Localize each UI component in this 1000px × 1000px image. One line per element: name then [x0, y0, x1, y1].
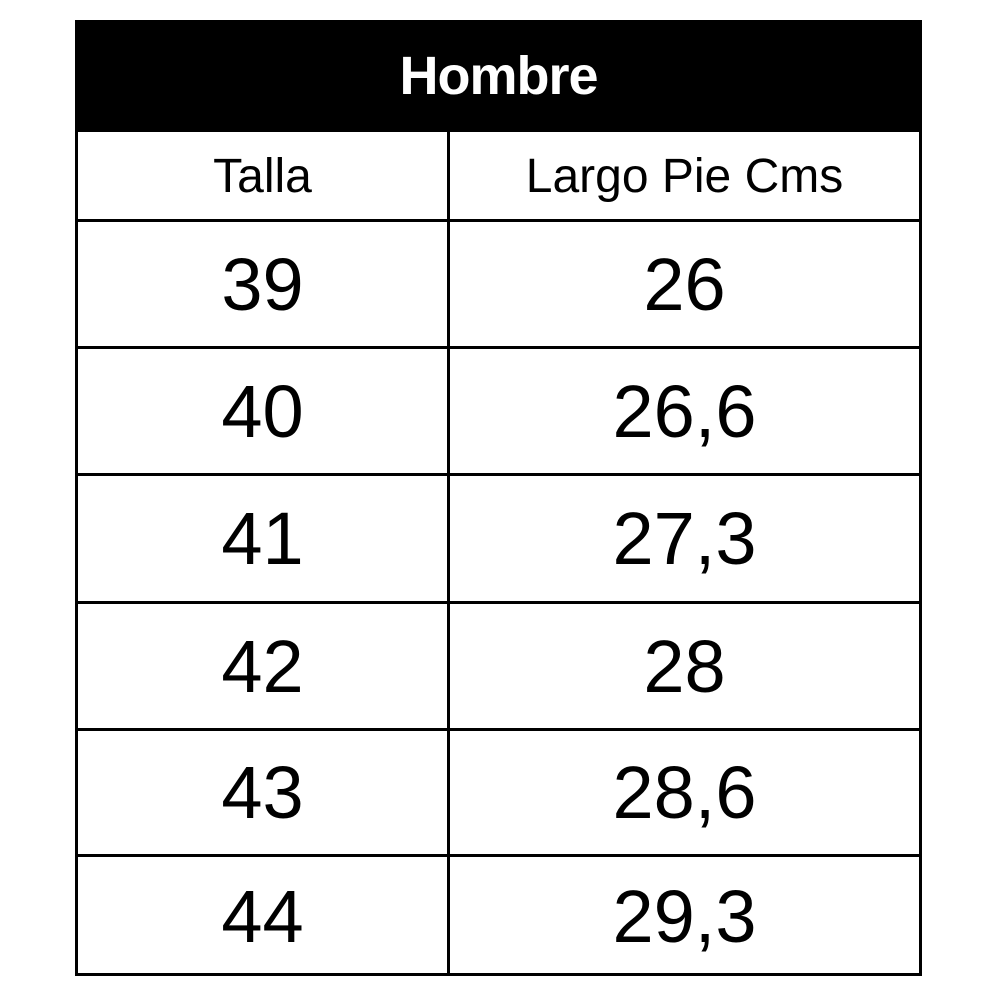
talla-cell: 39: [78, 222, 450, 346]
talla-cell: 40: [78, 349, 450, 473]
table-title: Hombre: [78, 23, 919, 129]
largo-cell: 26,6: [612, 369, 757, 453]
column-header-talla: Talla: [78, 132, 450, 221]
largo-cell: 27,3: [612, 497, 757, 580]
talla-cell: 43: [78, 731, 450, 854]
largo-cell: 29,3: [612, 875, 757, 958]
talla-cell: 41: [78, 476, 450, 601]
header-row: Talla Largo Pie Cms: [78, 129, 919, 221]
largo-cell: 26: [643, 242, 726, 326]
table-row: 43 28,6: [78, 728, 919, 854]
talla-cell: 44: [78, 857, 450, 976]
talla-cell: 42: [78, 604, 450, 728]
table-row: 44 29,3: [78, 854, 919, 976]
table-row: 40 26,6: [78, 346, 919, 473]
table-row: 42 28: [78, 601, 919, 728]
column-header-largo: Largo Pie Cms: [525, 150, 844, 203]
largo-cell: 28: [643, 624, 726, 708]
largo-cell: 28,6: [612, 751, 757, 834]
size-table: Hombre Talla Largo Pie Cms 39 26 40 26,6…: [75, 20, 922, 976]
table-row: 39 26: [78, 219, 919, 346]
table-row: 41 27,3: [78, 473, 919, 601]
